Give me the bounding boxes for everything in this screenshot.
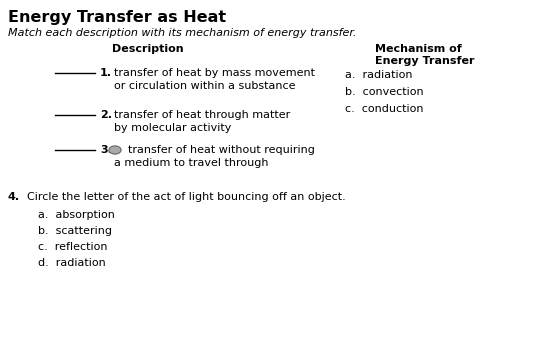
Text: 2.: 2. bbox=[100, 110, 112, 120]
Text: Mechanism of: Mechanism of bbox=[375, 44, 462, 54]
Text: a medium to travel through: a medium to travel through bbox=[114, 158, 269, 168]
Text: 1.: 1. bbox=[100, 68, 112, 78]
Text: transfer of heat through matter: transfer of heat through matter bbox=[114, 110, 290, 120]
Text: b.  convection: b. convection bbox=[345, 87, 424, 97]
Text: 4.: 4. bbox=[8, 192, 20, 202]
Text: b.  scattering: b. scattering bbox=[38, 226, 112, 236]
Text: a.  absorption: a. absorption bbox=[38, 210, 115, 220]
Text: Match each description with its mechanism of energy transfer.: Match each description with its mechanis… bbox=[8, 28, 356, 38]
Text: by molecular activity: by molecular activity bbox=[114, 123, 231, 133]
Text: transfer of heat without requiring: transfer of heat without requiring bbox=[128, 145, 315, 155]
Text: d.  radiation: d. radiation bbox=[38, 258, 106, 268]
Text: Energy Transfer as Heat: Energy Transfer as Heat bbox=[8, 10, 226, 25]
Ellipse shape bbox=[109, 146, 121, 154]
Text: Energy Transfer: Energy Transfer bbox=[375, 56, 474, 66]
Text: a.  radiation: a. radiation bbox=[345, 70, 412, 80]
Text: 3.: 3. bbox=[100, 145, 112, 155]
Text: Circle the letter of the act of light bouncing off an object.: Circle the letter of the act of light bo… bbox=[20, 192, 346, 202]
Text: Description: Description bbox=[112, 44, 184, 54]
Text: or circulation within a substance: or circulation within a substance bbox=[114, 81, 295, 91]
Text: c.  reflection: c. reflection bbox=[38, 242, 108, 252]
Text: c.  conduction: c. conduction bbox=[345, 104, 423, 114]
Text: transfer of heat by mass movement: transfer of heat by mass movement bbox=[114, 68, 315, 78]
